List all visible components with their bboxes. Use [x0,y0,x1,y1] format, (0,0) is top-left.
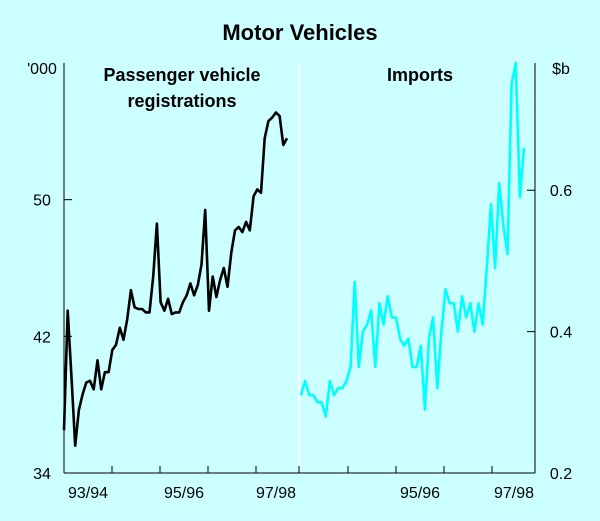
imports-label: Imports [387,65,453,85]
chart-title: Motor Vehicles [222,20,377,45]
right-x-tick-label: 95/96 [400,485,440,502]
left-x-tick-label: 95/96 [164,485,204,502]
right-y-tick-label: 0.2 [550,466,572,483]
series-layer [62,61,526,448]
imports-series-line [299,61,526,418]
registrations-label-line-2: registrations [127,91,236,111]
left-x-tick-label: 93/94 [68,485,108,502]
right-y-tick-label: 0.6 [550,183,572,200]
left-y-tick-label: 42 [33,329,51,346]
left-x-tick-label: 97/98 [256,485,296,502]
left-axis-unit: '000 [27,61,57,78]
registrations-series-line [62,111,289,448]
axis-ticks: 34 42 50 0.2 0.4 0.6 93/94 95/96 97/98 95/96 97/98 [33,183,572,502]
right-y-tick-label: 0.4 [550,325,572,342]
left-y-tick-label: 50 [33,193,51,210]
registrations-label-line-1: Passenger vehicle [103,65,260,85]
right-axis-unit: $b [552,61,570,78]
right-x-tick-label: 97/98 [494,485,534,502]
left-y-tick-label: 34 [33,466,51,483]
